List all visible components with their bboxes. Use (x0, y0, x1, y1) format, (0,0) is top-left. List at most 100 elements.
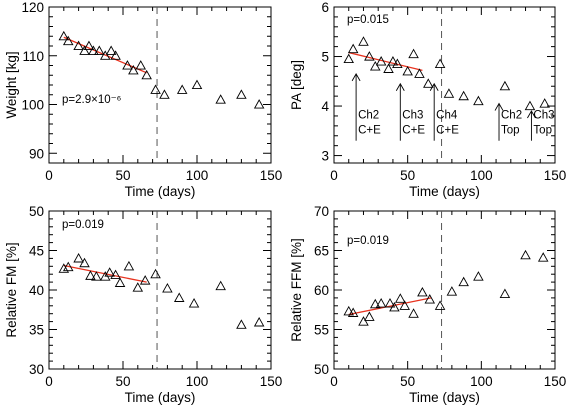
regression-fit-line (63, 264, 147, 283)
y-axis-label: Relative FFM [%] (289, 238, 304, 342)
data-point-triangle (499, 80, 511, 91)
y-tick-label: 5 (321, 50, 329, 65)
x-tick-label: 150 (544, 374, 567, 389)
data-point-triangle (369, 61, 381, 71)
channel-arrow-head (351, 72, 361, 82)
x-tick-label: 100 (186, 168, 209, 183)
channel-arrow-label: Ch2 (358, 110, 379, 122)
y-tick-label: 90 (29, 146, 44, 161)
channel-arrow-label: Ch3 (533, 110, 554, 122)
data-point-triangle (135, 60, 147, 70)
data-point-triangle (524, 100, 536, 111)
x-tick-label: 100 (470, 168, 493, 183)
channel-arrow-head (494, 102, 504, 111)
x-tick-label: 100 (470, 374, 493, 389)
data-point-triangle (423, 78, 434, 88)
data-point-triangle (358, 36, 369, 46)
data-point-triangle (123, 260, 135, 271)
data-point-triangle (387, 56, 399, 66)
y-tick-label: 4 (321, 99, 329, 114)
data-point-triangle (62, 261, 74, 272)
channel-arrow-head (395, 82, 405, 91)
p-value-annotation: p=0.019 (62, 219, 104, 231)
regression-fit-line (348, 297, 432, 316)
data-point-triangle (458, 276, 469, 287)
data-point-triangle (132, 282, 144, 292)
x-tick-label: 100 (186, 374, 209, 389)
data-point-triangle (141, 69, 152, 80)
data-point-triangle (162, 282, 173, 293)
data-point-triangle (375, 298, 387, 308)
data-point-triangle (91, 271, 102, 281)
data-point-triangle (215, 94, 226, 104)
data-point-triangle (150, 84, 161, 94)
x-tick-label: 0 (45, 374, 53, 389)
x-tick-label: 0 (330, 374, 338, 389)
data-point-triangle (458, 90, 469, 101)
p-value-annotation: p=2.9×10⁻⁶ (62, 94, 122, 106)
y-tick-label: 70 (314, 204, 329, 219)
data-point-triangle (110, 50, 121, 60)
data-point-triangle (110, 269, 121, 280)
panel-pa: 0 50 100 150 3 4 5 6 Time (days) PA [deg] p=0.015 C… (289, 0, 566, 199)
y-tick-label: 50 (314, 362, 329, 377)
data-point-triangle (364, 311, 375, 321)
data-point-triangle (105, 45, 117, 55)
data-point-triangle (139, 275, 151, 285)
data-point-triangle (395, 293, 406, 303)
channel-arrow-label: Ch4 (436, 110, 458, 122)
data-point-triangle (159, 89, 170, 99)
data-point-triangle (253, 316, 265, 327)
data-point-triangle (446, 286, 458, 296)
data-point-triangle (128, 64, 139, 75)
plot-frame (48, 6, 272, 164)
data-point-triangle (434, 58, 446, 69)
data-point-triangle (347, 43, 359, 54)
data-point-triangle (408, 48, 419, 59)
x-tick-label: 50 (115, 168, 130, 183)
data-point-triangle (392, 58, 403, 69)
y-axis-label: Relative FM [%] (4, 242, 19, 337)
p-value-annotation: p=0.015 (347, 14, 389, 26)
data-point-triangle (473, 271, 484, 281)
x-tick-label: 150 (544, 168, 567, 183)
data-point-triangle (384, 298, 396, 308)
data-point-triangle (188, 298, 200, 308)
y-tick-label: 60 (314, 283, 329, 298)
x-axis-label: Time (days) (125, 390, 196, 405)
x-tick-label: 150 (260, 374, 283, 389)
data-point-triangle (62, 35, 74, 46)
data-point-triangle (408, 308, 419, 318)
regression-fit-line (348, 51, 423, 72)
x-tick-label: 50 (400, 374, 415, 389)
data-point-triangle (73, 252, 84, 263)
data-point-triangle (236, 89, 247, 99)
data-point-triangle (358, 316, 369, 326)
data-point-triangle (173, 292, 185, 302)
y-axis-label: Weight [kg] (4, 51, 19, 118)
plot-frame (333, 6, 556, 164)
y-tick-label: 55 (314, 323, 329, 338)
data-point-triangle (104, 267, 115, 277)
data-point-triangle (383, 63, 394, 73)
y-tick-label: 100 (21, 98, 44, 113)
data-point-triangle (150, 268, 161, 279)
data-point-triangle (499, 288, 511, 298)
data-point-triangle (253, 99, 265, 109)
y-tick-label: 6 (321, 0, 329, 15)
data-point-triangle (191, 79, 203, 90)
data-point-triangle (443, 88, 455, 98)
data-point-triangle (347, 307, 359, 317)
data-point-triangle (417, 286, 428, 297)
panel-weight: 0 50 100 150 90 100 110 120 Time (days) Weight [k… (4, 0, 282, 199)
y-tick-label: 3 (321, 149, 329, 164)
data-point-triangle (122, 60, 133, 70)
data-point-triangle (73, 40, 84, 51)
channel-arrow-label: Top (501, 125, 520, 137)
x-axis-label: Time (days) (409, 184, 480, 199)
y-tick-label: 30 (29, 362, 44, 377)
y-tick-label: 40 (29, 283, 44, 298)
data-point-triangle (375, 56, 387, 66)
